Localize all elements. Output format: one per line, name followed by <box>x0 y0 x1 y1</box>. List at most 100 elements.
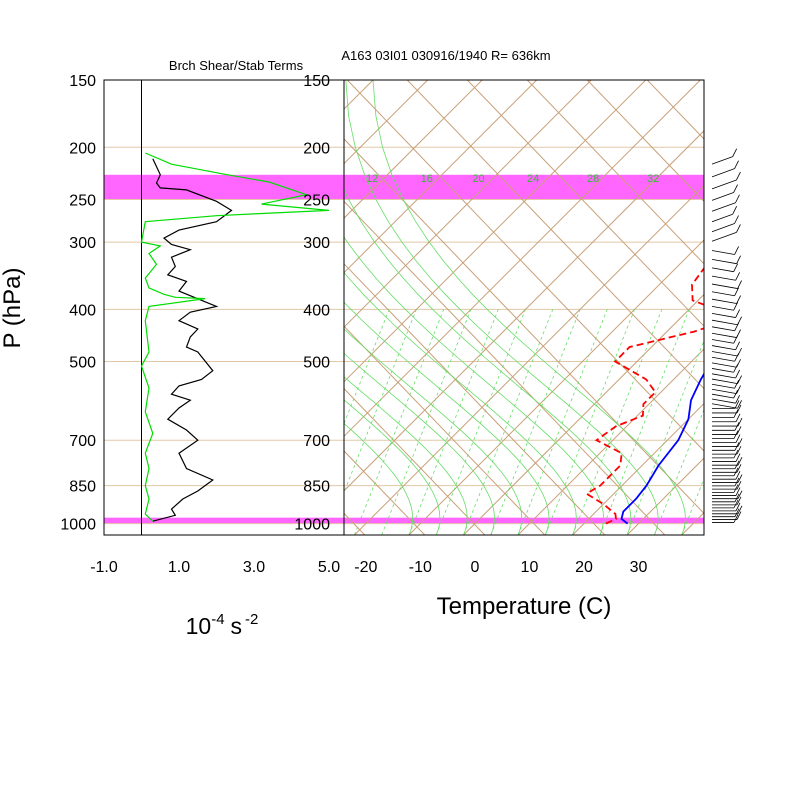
wind-barb <box>711 345 736 351</box>
wind-barb-flag <box>735 272 740 281</box>
moist-adiabat-line <box>344 236 605 535</box>
mixing-ratio-line <box>572 309 663 535</box>
wind-barb <box>711 378 738 384</box>
right-x-axis-label: Temperature (C) <box>437 593 612 620</box>
wind-barb-flag <box>735 309 740 318</box>
right-y-tick-label: 300 <box>303 235 330 252</box>
isotherm-line <box>344 80 647 383</box>
wind-barb-flag <box>733 389 739 399</box>
left-y-tick-label: 700 <box>69 433 96 450</box>
wind-barb <box>711 202 736 212</box>
wind-barb-flag <box>733 467 739 476</box>
wind-barb-flag <box>735 434 741 443</box>
isotherm-line <box>408 239 704 535</box>
right-panel-title: A163 03I01 030916/1940 R= 636km <box>341 48 550 63</box>
wind-barb-flag <box>736 224 741 233</box>
left-panel-series <box>140 152 330 522</box>
isotherm-line <box>791 80 800 535</box>
left-y-tick-label: 250 <box>69 192 96 209</box>
mixing-ratio-label: 12 <box>366 173 378 185</box>
wind-barb-flag <box>735 487 741 496</box>
wind-barb-flag <box>734 160 739 169</box>
wind-barb <box>711 283 738 289</box>
wind-barb <box>711 298 737 304</box>
wind-barb-flag <box>737 400 742 409</box>
wind-barb-flag <box>734 508 740 517</box>
wind-barb-flag <box>734 460 740 469</box>
mixing-ratio-line <box>490 309 581 535</box>
wind-barb-flag <box>736 171 741 181</box>
wind-barb-flag <box>733 409 739 418</box>
moist-adiabat-line <box>372 80 686 535</box>
wind-barb <box>711 179 737 190</box>
mixing-ratio-line <box>599 309 690 535</box>
wind-barb <box>711 326 735 332</box>
wind-barb <box>711 275 736 281</box>
right-y-tick-label: 400 <box>303 302 330 319</box>
right-y-tick-label: 150 <box>303 73 330 90</box>
left-y-tick-label: 150 <box>69 73 96 90</box>
wind-barb <box>711 291 735 297</box>
skewt-series <box>584 266 704 525</box>
dry-adiabat-line <box>0 35 324 555</box>
wind-barb <box>711 223 735 233</box>
dry-adiabat-line <box>344 450 426 535</box>
wind-barb-flag <box>736 464 742 473</box>
wind-barb <box>711 398 736 404</box>
isotherm-line <box>344 130 704 492</box>
left-y-tick-label: 850 <box>69 479 96 496</box>
wind-barb-flag <box>734 246 740 255</box>
isotherm-line <box>572 402 704 535</box>
right-x-tick-label: 30 <box>630 559 648 576</box>
wind-barb <box>711 339 734 344</box>
wind-barb-flag <box>733 449 739 459</box>
dry-adiabat-line <box>344 263 606 535</box>
wind-barb-flag <box>735 453 741 462</box>
wind-barb <box>711 306 734 311</box>
isotherm-line <box>344 80 483 219</box>
mixing-ratio-label: 24 <box>527 173 539 185</box>
left-x-tick-label: 5.0 <box>318 559 340 576</box>
wind-barb-flag <box>736 404 742 414</box>
wind-barb <box>711 258 737 265</box>
wind-barb-flag <box>734 422 740 431</box>
wind-barb-flag <box>733 484 739 493</box>
wind-barb-flag <box>734 442 740 451</box>
mixing-ratio-label: 16 <box>421 173 433 185</box>
wind-barb-flag <box>737 505 743 514</box>
mixing-ratio-label: 28 <box>587 173 599 185</box>
wind-barb <box>711 383 735 389</box>
wind-barb-flag <box>733 335 739 344</box>
right-x-tick-label: 10 <box>521 559 539 576</box>
dry-adiabat-line <box>586 80 704 203</box>
wind-barb <box>711 168 735 178</box>
dry-adiabat-line <box>646 80 704 140</box>
mixing-ratio-line <box>381 309 472 535</box>
wind-barb <box>711 356 735 362</box>
mixing-ratio-line <box>344 309 390 425</box>
isotherm-line <box>681 511 704 535</box>
isotherm-line <box>0 80 264 535</box>
isotherm-line <box>344 80 538 274</box>
wind-barbs <box>711 148 743 523</box>
wind-barb <box>711 267 734 273</box>
wind-barb-flag <box>733 499 739 509</box>
mixing-ratio-line <box>517 309 608 535</box>
wind-barb <box>711 403 738 409</box>
right-x-tick-label: -10 <box>409 559 432 576</box>
wind-barb-flag <box>732 206 738 215</box>
dry-adiabat-line <box>344 325 546 535</box>
wind-barb <box>711 368 734 373</box>
wind-barb-flag <box>733 263 739 272</box>
wind-barb-flag <box>736 445 742 455</box>
wind-barb <box>711 362 737 368</box>
right-x-tick-label: 20 <box>575 559 593 576</box>
skewt-background-lines: 12 16 20 24 28 32 <box>0 35 800 555</box>
isotherm-line <box>0 80 319 535</box>
wind-barb <box>711 319 738 326</box>
isotherm-line <box>344 80 701 438</box>
wind-barb-flag <box>733 302 739 311</box>
wind-barb <box>711 232 737 242</box>
wind-barb-flag <box>735 369 740 379</box>
